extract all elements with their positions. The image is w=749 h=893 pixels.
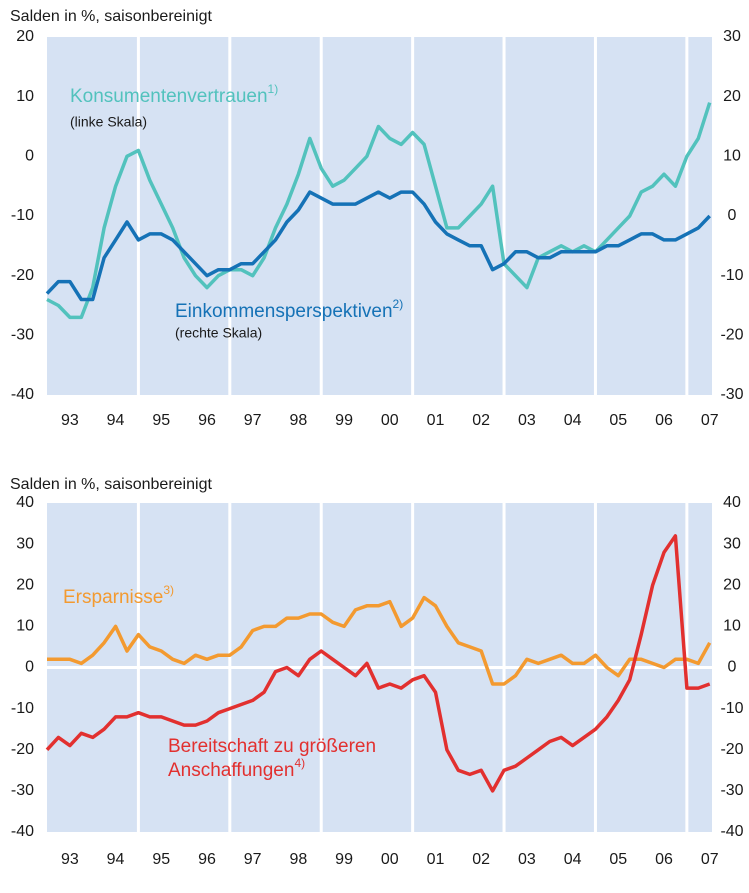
x-tick-label: 03 [518, 412, 536, 429]
x-tick-label: 07 [701, 851, 719, 868]
y-tick-label: -20 [11, 267, 34, 284]
y-tick-label: 20 [16, 28, 34, 45]
y-tick-label: 10 [16, 618, 34, 635]
series-label: Einkommensperspektiven2) [175, 297, 403, 322]
footnote-mark: 4) [294, 756, 305, 770]
x-tick-label: 98 [289, 412, 307, 429]
series-label-text: Konsumentenvertrauen [70, 86, 268, 107]
y-tick-label: -40 [11, 823, 34, 840]
y2-tick-label: 30 [723, 535, 741, 552]
x-tick-label: 04 [564, 851, 582, 868]
y-tick-label: -10 [11, 700, 34, 717]
series-sublabel: (rechte Skala) [175, 325, 262, 341]
x-tick-label: 05 [609, 412, 627, 429]
x-tick-label: 94 [107, 851, 125, 868]
y-tick-label: 0 [25, 659, 34, 676]
series-line [45, 190, 711, 302]
x-tick-label: 95 [152, 412, 170, 429]
x-tick-label: 00 [381, 851, 399, 868]
series-label-text: Bereitschaft zu größeren [168, 736, 376, 757]
chart-title: Salden in %, saisonbereinigt [10, 8, 212, 25]
y2-tick-label: -40 [720, 823, 743, 840]
x-tick-label: 93 [61, 412, 79, 429]
x-tick-label: 97 [244, 851, 262, 868]
series-label-text: Anschaffungen [168, 760, 294, 781]
series-sublabel: (linke Skala) [70, 114, 147, 130]
y-tick-label: 10 [16, 88, 34, 105]
y2-tick-label: 40 [723, 494, 741, 511]
y2-tick-label: 10 [723, 618, 741, 635]
x-tick-label: 99 [335, 412, 353, 429]
y-tick-label: -10 [11, 207, 34, 224]
y2-tick-label: 30 [723, 28, 741, 45]
y2-tick-label: -10 [720, 700, 743, 717]
x-tick-label: 00 [381, 412, 399, 429]
footnote-mark: 2) [393, 297, 404, 311]
series-label: Ersparnisse3) [63, 583, 174, 608]
y2-tick-label: 10 [723, 148, 741, 165]
x-tick-label: 93 [61, 851, 79, 868]
y-tick-label: -20 [11, 741, 34, 758]
series-label-text: Einkommensperspektiven [175, 301, 393, 322]
y2-tick-label: -30 [720, 782, 743, 799]
y2-tick-label: 0 [728, 207, 737, 224]
x-tick-label: 07 [701, 412, 719, 429]
y2-tick-label: 20 [723, 576, 741, 593]
x-tick-label: 06 [655, 412, 673, 429]
series-label-text: Ersparnisse [63, 587, 163, 608]
y-tick-label: -40 [11, 386, 34, 403]
x-tick-label: 96 [198, 412, 216, 429]
x-tick-label: 06 [655, 851, 673, 868]
x-tick-label: 97 [244, 412, 262, 429]
chart-title: Salden in %, saisonbereinigt [10, 476, 212, 493]
x-tick-label: 94 [107, 412, 125, 429]
x-tick-label: 95 [152, 851, 170, 868]
y-tick-label: 20 [16, 576, 34, 593]
x-tick-label: 02 [472, 851, 490, 868]
y-tick-label: -30 [11, 782, 34, 799]
y2-tick-label: 20 [723, 88, 741, 105]
footnote-mark: 3) [163, 583, 174, 597]
series-label: Bereitschaft zu größeren [168, 736, 376, 757]
y2-tick-label: 0 [728, 659, 737, 676]
y2-tick-label: -10 [720, 267, 743, 284]
x-tick-label: 02 [472, 412, 490, 429]
series-line [45, 534, 711, 793]
y-tick-label: 0 [25, 148, 34, 165]
x-tick-label: 03 [518, 851, 536, 868]
x-tick-label: 01 [427, 412, 445, 429]
y2-tick-label: -20 [720, 741, 743, 758]
x-tick-label: 04 [564, 412, 582, 429]
y-tick-label: 30 [16, 535, 34, 552]
x-tick-label: 98 [289, 851, 307, 868]
series-line [47, 595, 712, 686]
y-tick-label: -30 [11, 327, 34, 344]
x-tick-label: 96 [198, 851, 216, 868]
plot-background [47, 37, 712, 395]
y2-tick-label: -20 [720, 327, 743, 344]
x-tick-label: 05 [609, 851, 627, 868]
x-tick-label: 99 [335, 851, 353, 868]
x-tick-label: 01 [427, 851, 445, 868]
y-tick-label: 40 [16, 494, 34, 511]
series-label: Anschaffungen4) [168, 756, 305, 781]
series-label: Konsumentenvertrauen1) [70, 82, 278, 107]
y2-tick-label: -30 [720, 386, 743, 403]
footnote-mark: 1) [268, 82, 279, 96]
